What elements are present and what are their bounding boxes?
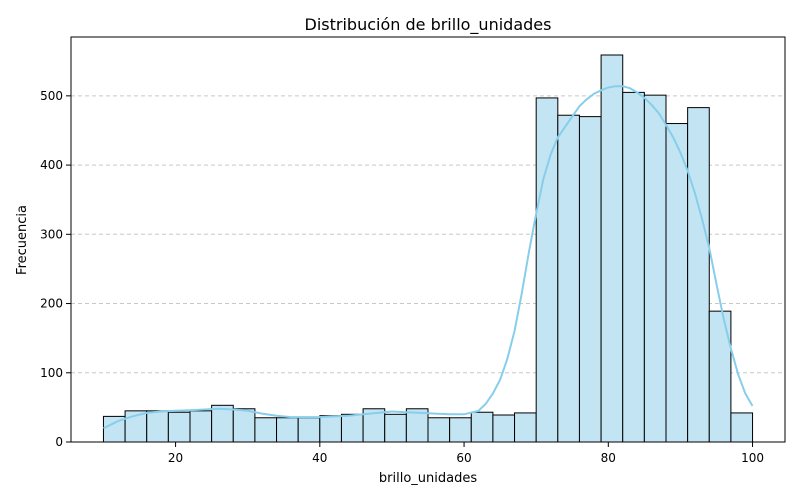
histogram-bar [600, 54, 624, 443]
histogram-bar [211, 404, 234, 443]
histogram-bar [730, 412, 754, 443]
histogram-bar [492, 414, 516, 443]
kde-curve [103, 85, 754, 430]
histogram-bar [189, 410, 213, 443]
histogram-bar [232, 408, 256, 443]
histogram-bar [167, 411, 191, 443]
histogram-bar [146, 410, 169, 443]
histogram-bar [622, 91, 645, 443]
histogram-bar [470, 411, 494, 443]
y-axis-ticks: 0 100 200 300 400 500 [40, 89, 71, 449]
histogram-bar [427, 417, 451, 443]
histogram-bar [297, 417, 321, 443]
y-tick-label: 0 [55, 435, 63, 449]
histogram-bar [557, 114, 580, 443]
histogram-bar [384, 413, 407, 443]
y-tick-label: 400 [40, 158, 63, 172]
chart-title: Distribución de brillo_unidades [305, 15, 552, 35]
histogram-bar [514, 412, 537, 443]
x-tick-label: 60 [456, 451, 471, 465]
histogram-bar [578, 116, 602, 443]
x-tick-label: 100 [741, 451, 764, 465]
histogram-bar [319, 415, 342, 443]
x-tick-label: 80 [601, 451, 616, 465]
histogram-bar [276, 417, 299, 443]
y-axis-label: Frecuencia [15, 205, 30, 275]
histogram-bar [665, 123, 689, 443]
histogram-bar [340, 413, 364, 443]
histogram-bar [708, 310, 732, 443]
plot-area-frame [70, 36, 786, 443]
y-tick-label: 500 [40, 89, 63, 103]
x-axis-label: brillo_unidades [379, 471, 477, 486]
histogram-bar [643, 94, 667, 443]
y-tick-label: 200 [40, 297, 63, 311]
x-tick-label: 40 [312, 451, 327, 465]
histogram-bar [535, 97, 559, 443]
histogram-bar [449, 417, 472, 443]
x-axis-ticks: 20 40 60 80 100 [168, 442, 764, 465]
y-tick-label: 300 [40, 227, 63, 241]
histogram-bar [254, 417, 278, 443]
y-tick-label: 100 [40, 366, 63, 380]
histogram-bar [687, 107, 710, 443]
x-tick-label: 20 [168, 451, 183, 465]
histogram-bars [102, 54, 754, 443]
